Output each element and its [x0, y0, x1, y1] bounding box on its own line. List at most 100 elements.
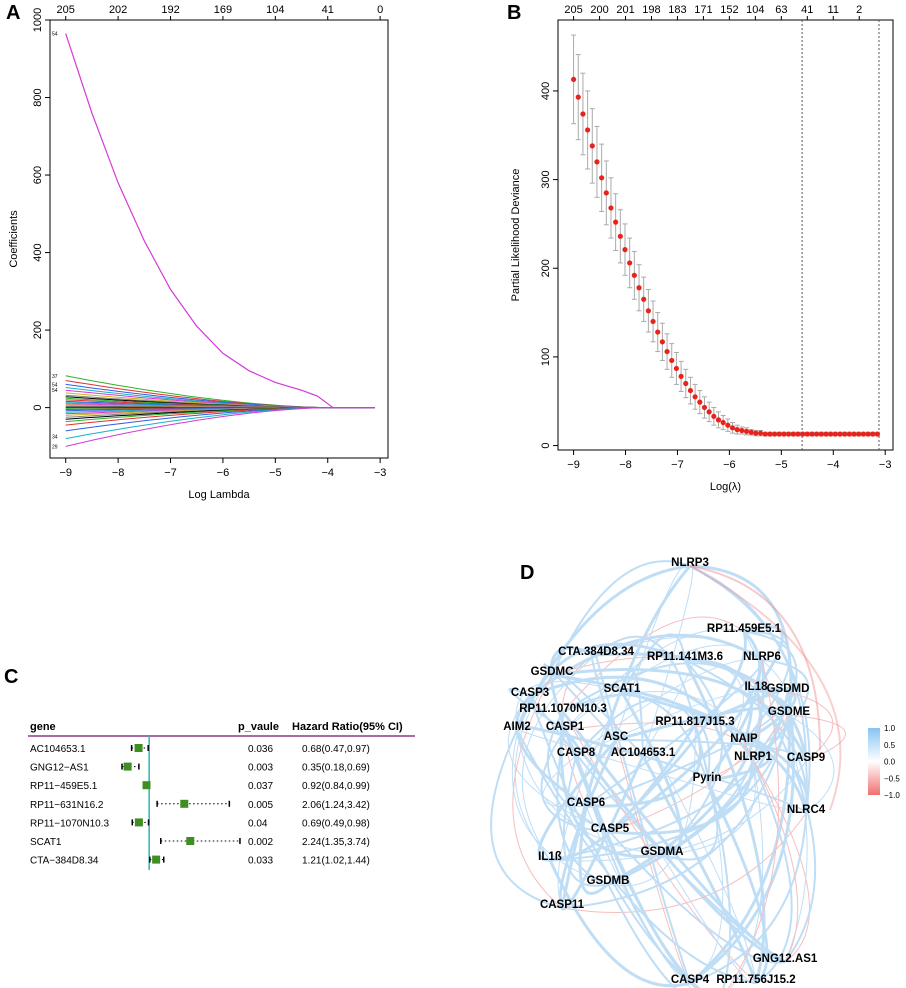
row-p-value: 0.002	[248, 837, 273, 848]
panel-b: B −9 −8 −7 −6 −5 −4 −3 0 100 200 300 400 205 200 201 19…	[453, 0, 906, 520]
deviance-point	[828, 431, 834, 437]
y-tick-label: 200	[540, 259, 552, 277]
deviance-point	[673, 365, 680, 372]
correlation-edge	[543, 663, 617, 741]
panel-letter-d: D	[520, 562, 535, 584]
path-index-label: 29	[52, 444, 58, 450]
deviance-point	[725, 422, 731, 428]
y-axis-label: Partial Likelihood Deviance	[510, 169, 522, 302]
correlation-edge	[642, 755, 807, 814]
deviance-point	[617, 233, 623, 239]
header-hazard-ratio: Hazard Ratio(95% CI)	[292, 721, 403, 733]
correlation-edge	[689, 565, 842, 811]
deviance-point	[641, 296, 647, 302]
hazard-ratio-box	[134, 744, 143, 752]
correlation-edge	[689, 564, 793, 716]
deviance-point	[739, 427, 745, 434]
correlation-edge	[560, 565, 692, 909]
deviance-point	[729, 425, 736, 431]
legend-tick-label: −0.5	[884, 774, 900, 783]
top-tick-label: 104	[746, 4, 764, 16]
deviance-point	[800, 431, 806, 437]
correlation-edge	[561, 711, 786, 964]
correlation-edge	[549, 724, 697, 862]
deviance-point	[809, 431, 815, 437]
x-tick-label: −3	[374, 467, 387, 479]
deviance-point	[776, 431, 782, 437]
deviance-point	[580, 111, 586, 117]
correlation-edge	[575, 658, 763, 757]
correlation-edge	[706, 740, 771, 783]
deviance-point	[664, 348, 670, 355]
deviance-point	[636, 285, 642, 291]
x-tick-label: −6	[217, 467, 230, 479]
deviance-point	[669, 357, 675, 364]
correlation-edge	[546, 711, 611, 833]
correlation-edge	[743, 625, 784, 691]
network-node-label: GNG12.AS1	[753, 953, 818, 965]
deviance-point	[786, 431, 792, 437]
row-p-value: 0.036	[248, 744, 273, 755]
x-axis-label: Log Lambda	[188, 489, 250, 501]
top-tick-label: 63	[775, 4, 787, 16]
coefficient-path-chart: −9 −8 −7 −6 −5 −4 −3 0 200 400 600 800 1000 205 202 192…	[8, 4, 389, 501]
y-tick-label: 0	[540, 443, 552, 449]
correlation-edge	[683, 659, 766, 984]
header-p-value: p_vaule	[238, 721, 279, 733]
network-node-label: NLRP6	[743, 651, 781, 663]
hazard-ratio-box	[152, 855, 161, 864]
network-node-label: CASP1	[546, 721, 585, 733]
deviance-point	[743, 428, 750, 434]
correlation-edge	[607, 659, 765, 886]
deviance-point	[865, 431, 871, 437]
deviance-point	[762, 431, 768, 437]
legend-tick-label: 1.0	[884, 724, 896, 733]
cv-deviance-chart: −9 −8 −7 −6 −5 −4 −3 0 100 200 300 400 205 200 201 198 1…	[510, 4, 894, 493]
network-node-label: ASC	[604, 731, 628, 743]
row-hazard-ratio: 1.21(1.02,1.44)	[302, 856, 370, 867]
correlation-edge	[516, 729, 807, 814]
panel-letter-c: C	[4, 666, 19, 688]
deviance-point	[585, 127, 591, 133]
x-tick-label: −7	[671, 459, 684, 471]
network-node-label: GSDMB	[587, 875, 630, 887]
row-gene: RP11−1070N10.3	[30, 818, 109, 829]
deviance-point	[706, 409, 712, 415]
deviance-point	[874, 431, 881, 437]
correlation-edge	[755, 689, 817, 963]
network-node-label: GSDME	[768, 706, 811, 718]
network-node-label: NLRP1	[734, 751, 772, 763]
y-tick-label: 400	[540, 82, 552, 100]
deviance-point	[627, 260, 633, 266]
deviance-point	[804, 431, 810, 437]
deviance-point	[842, 431, 848, 437]
network-node-label: RP11.817J15.3	[655, 716, 734, 728]
network-node-label: RP11.756J15.2	[716, 974, 795, 986]
correlation-edge	[563, 729, 701, 988]
correlation-edge	[561, 812, 807, 913]
path-index-label: 34	[52, 435, 58, 441]
deviance-point	[860, 431, 866, 437]
deviance-point	[818, 431, 824, 437]
deviance-point	[613, 219, 619, 225]
correlation-edge	[549, 714, 790, 861]
correlation-edge	[743, 631, 798, 761]
row-gene: SCAT1	[30, 837, 62, 848]
network-node-label: GSDMA	[641, 846, 684, 858]
network-node-label: SCAT1	[604, 683, 641, 695]
deviance-point	[692, 394, 698, 400]
row-hazard-ratio: 0.69(0.49,0.98)	[302, 818, 370, 829]
correlation-edge	[516, 729, 663, 856]
correlation-edge	[564, 644, 763, 731]
correlation-edge	[595, 654, 691, 984]
path-index-label: 54	[52, 32, 58, 38]
deviance-point	[832, 431, 838, 437]
deviance-point	[851, 431, 857, 437]
x-axis-label: Log(λ)	[710, 481, 741, 493]
deviance-point	[594, 159, 600, 165]
correlation-edge	[743, 741, 793, 984]
hazard-ratio-box	[134, 818, 143, 827]
correlation-edge	[575, 698, 696, 757]
top-tick-label: 171	[694, 4, 712, 16]
top-tick-label: 41	[801, 4, 813, 16]
